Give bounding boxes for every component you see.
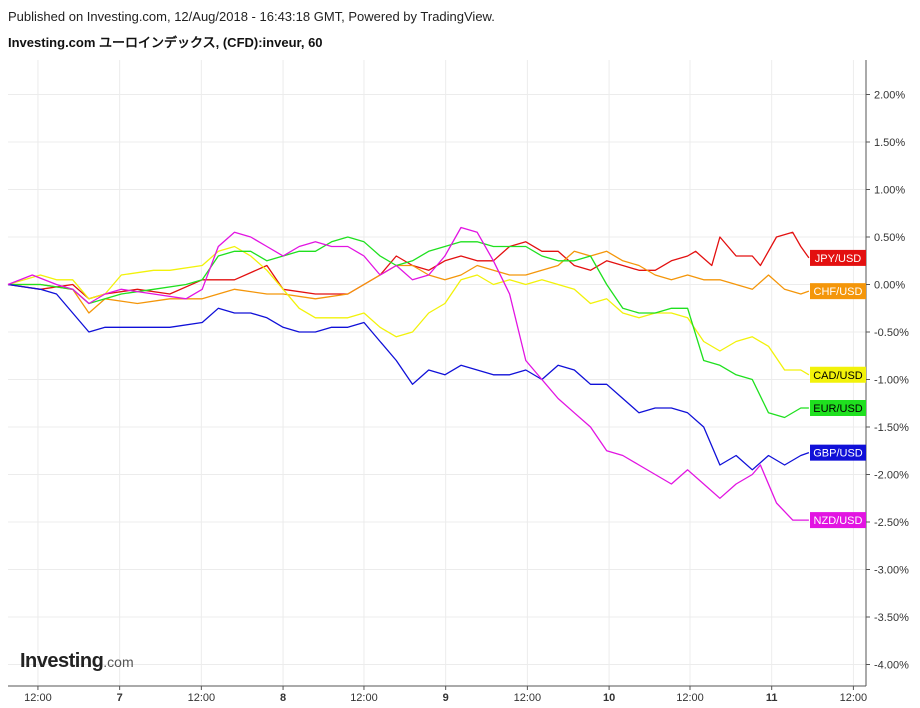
x-tick-label: 12:00 <box>840 692 868 704</box>
series-tag-label: CHF/USD <box>814 286 863 298</box>
x-tick-label: 11 <box>766 692 778 704</box>
investing-logo: Investing.com <box>20 650 134 673</box>
series-tag-bg <box>810 400 866 416</box>
series-tag-nzd-usd: NZD/USD <box>810 512 866 529</box>
series-tag-eur-usd: EUR/USD <box>810 400 866 416</box>
series-line-gbp-usd <box>7 283 810 471</box>
series-line-nzd-usd <box>7 226 809 521</box>
series-tag-bg <box>810 512 866 529</box>
series-tag-bg <box>810 283 866 300</box>
series-tag-bg <box>810 249 866 266</box>
chart-title: Investing.com ユーロインデックス, (CFD):inveur, 6… <box>8 35 323 50</box>
x-axis: 12:00 7 12:00 8 12:00 9 12:00 10 12:00 11 12:00 <box>24 686 867 704</box>
y-tick-label: -4.00% <box>874 660 909 672</box>
series-tag-gbp-usd: GBP/USD <box>810 444 866 461</box>
y-tick-label: -2.50% <box>874 517 909 529</box>
series-tag-label: EUR/USD <box>813 403 863 415</box>
y-tick-label: -3.50% <box>874 612 909 624</box>
published-info: Published on Investing.com, 12/Aug/2018 … <box>8 9 495 24</box>
y-tick-label: -0.50% <box>874 327 909 339</box>
series-tag-cad-usd: CAD/USD <box>810 366 866 383</box>
x-tick-label: 10 <box>603 692 615 704</box>
x-tick-label: 12:00 <box>514 692 542 704</box>
x-tick-label: 7 <box>117 692 123 704</box>
series-tag-label: CAD/USD <box>813 370 863 382</box>
y-tick-label: -1.00% <box>874 375 909 387</box>
series-layer <box>7 226 810 521</box>
y-tick-label: 2.00% <box>874 90 905 102</box>
x-tick-label: 12:00 <box>350 692 378 704</box>
grid <box>8 60 866 686</box>
y-tick-label: 0.50% <box>874 232 905 244</box>
series-tag-jpy-usd: JPY/USD <box>810 249 866 266</box>
y-axis: 2.00% 1.50% 1.00% 0.50% 0.00% -0.50% -1.00% -1.… <box>866 90 909 672</box>
y-tick-label: 0.00% <box>874 280 905 292</box>
series-tag-label: NZD/USD <box>814 515 863 527</box>
y-tick-label: -3.00% <box>874 565 909 577</box>
series-line-chf-usd <box>8 250 810 314</box>
x-tick-label: 8 <box>280 692 286 704</box>
x-tick-label: 12:00 <box>676 692 704 704</box>
x-tick-label: 12:00 <box>188 692 216 704</box>
logo-main: Investing <box>20 650 104 672</box>
x-tick-label: 9 <box>443 692 449 704</box>
series-tags: JPY/USD CHF/USD CAD/USD EUR/USD GBP/USD NZD/U… <box>810 249 866 529</box>
x-tick-label: 12:00 <box>24 692 52 704</box>
series-tag-bg <box>810 444 866 461</box>
y-tick-label: -2.00% <box>874 470 909 482</box>
y-tick-label: 1.00% <box>874 185 905 197</box>
series-line-eur-usd <box>8 236 809 419</box>
logo-tld: .com <box>103 654 134 670</box>
series-tag-label: GBP/USD <box>813 448 863 460</box>
series-tag-chf-usd: CHF/USD <box>810 283 866 300</box>
y-tick-label: 1.50% <box>874 137 905 149</box>
series-tag-bg <box>810 366 866 383</box>
series-tag-label: JPY/USD <box>815 253 862 265</box>
y-tick-label: -1.50% <box>874 422 909 434</box>
